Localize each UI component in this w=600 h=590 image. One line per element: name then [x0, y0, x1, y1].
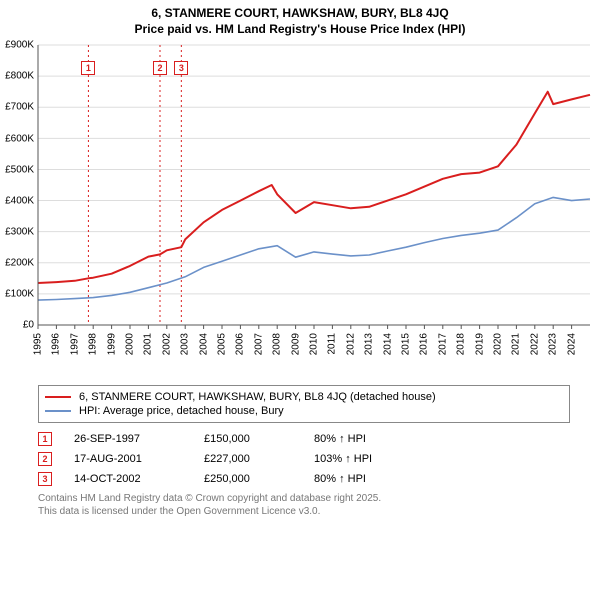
- x-tick-label: 2007: [253, 333, 264, 355]
- x-tick-label: 2019: [474, 333, 485, 355]
- event-marker-2: 2: [153, 61, 167, 75]
- event-price: £250,000: [204, 473, 314, 485]
- event-delta: 80% ↑ HPI: [314, 473, 434, 485]
- x-tick-label: 2004: [198, 333, 209, 355]
- footnote: Contains HM Land Registry data © Crown c…: [38, 493, 570, 518]
- legend-label: HPI: Average price, detached house, Bury: [79, 405, 284, 417]
- x-tick-label: 2013: [364, 333, 375, 355]
- y-tick-label: £700K: [0, 102, 34, 113]
- chart-title-block: 6, STANMERE COURT, HAWKSHAW, BURY, BL8 4…: [0, 0, 600, 37]
- event-marker-3: 3: [174, 61, 188, 75]
- y-tick-label: £900K: [0, 40, 34, 51]
- x-tick-label: 2020: [493, 333, 504, 355]
- x-tick-label: 2023: [548, 333, 559, 355]
- x-tick-label: 2011: [327, 333, 338, 355]
- event-marker-1: 1: [81, 61, 95, 75]
- event-price: £227,000: [204, 453, 314, 465]
- event-marker-icon: 3: [38, 472, 52, 486]
- event-row: 1 26-SEP-1997£150,00080% ↑ HPI: [38, 429, 570, 449]
- x-tick-label: 1998: [88, 333, 99, 355]
- y-tick-label: £200K: [0, 257, 34, 268]
- x-tick-label: 2017: [437, 333, 448, 355]
- x-tick-label: 2015: [401, 333, 412, 355]
- event-row: 2 17-AUG-2001£227,000103% ↑ HPI: [38, 449, 570, 469]
- legend-item: 6, STANMERE COURT, HAWKSHAW, BURY, BL8 4…: [45, 390, 563, 404]
- y-tick-label: £600K: [0, 133, 34, 144]
- events-table: 126-SEP-1997£150,00080% ↑ HPI217-AUG-200…: [38, 429, 570, 489]
- event-marker-cell: 1: [38, 432, 74, 446]
- event-row: 3 14-OCT-2002£250,00080% ↑ HPI: [38, 469, 570, 489]
- x-tick-label: 2022: [529, 333, 540, 355]
- chart-title-line-2: Price paid vs. HM Land Registry's House …: [0, 22, 600, 38]
- legend-swatch: [45, 410, 71, 412]
- footnote-line-1: Contains HM Land Registry data © Crown c…: [38, 493, 570, 506]
- x-tick-label: 2012: [345, 333, 356, 355]
- event-date: 14-OCT-2002: [74, 473, 204, 485]
- event-marker-icon: 2: [38, 452, 52, 466]
- x-tick-label: 2021: [511, 333, 522, 355]
- event-delta: 103% ↑ HPI: [314, 453, 434, 465]
- legend: 6, STANMERE COURT, HAWKSHAW, BURY, BL8 4…: [38, 385, 570, 423]
- legend-label: 6, STANMERE COURT, HAWKSHAW, BURY, BL8 4…: [79, 391, 436, 403]
- x-tick-label: 2010: [309, 333, 320, 355]
- x-tick-label: 2014: [382, 333, 393, 355]
- y-tick-label: £0: [0, 320, 34, 331]
- footnote-line-2: This data is licensed under the Open Gov…: [38, 506, 570, 519]
- event-marker-icon: 1: [38, 432, 52, 446]
- y-tick-label: £300K: [0, 226, 34, 237]
- legend-item: HPI: Average price, detached house, Bury: [45, 404, 563, 418]
- chart-svg: [0, 37, 600, 375]
- x-tick-label: 1995: [33, 333, 44, 355]
- x-tick-label: 2005: [217, 333, 228, 355]
- x-tick-label: 1996: [51, 333, 62, 355]
- x-tick-label: 2003: [180, 333, 191, 355]
- x-tick-label: 2000: [125, 333, 136, 355]
- x-tick-label: 1997: [69, 333, 80, 355]
- y-tick-label: £400K: [0, 195, 34, 206]
- y-tick-label: £500K: [0, 164, 34, 175]
- x-tick-label: 2008: [272, 333, 283, 355]
- x-tick-label: 2016: [419, 333, 430, 355]
- x-tick-label: 2001: [143, 333, 154, 355]
- chart-title-line-1: 6, STANMERE COURT, HAWKSHAW, BURY, BL8 4…: [0, 6, 600, 22]
- x-tick-label: 2002: [161, 333, 172, 355]
- event-marker-cell: 2: [38, 452, 74, 466]
- event-price: £150,000: [204, 433, 314, 445]
- y-tick-label: £100K: [0, 289, 34, 300]
- x-tick-label: 2018: [456, 333, 467, 355]
- event-date: 26-SEP-1997: [74, 433, 204, 445]
- event-delta: 80% ↑ HPI: [314, 433, 434, 445]
- x-tick-label: 1999: [106, 333, 117, 355]
- legend-swatch: [45, 396, 71, 398]
- y-tick-label: £800K: [0, 71, 34, 82]
- event-date: 17-AUG-2001: [74, 453, 204, 465]
- x-tick-label: 2024: [566, 333, 577, 355]
- price-chart: £0 £100K £200K £300K £400K £500K £600K £700K £80…: [0, 37, 600, 375]
- x-tick-label: 2006: [235, 333, 246, 355]
- x-tick-label: 2009: [290, 333, 301, 355]
- event-marker-cell: 3: [38, 472, 74, 486]
